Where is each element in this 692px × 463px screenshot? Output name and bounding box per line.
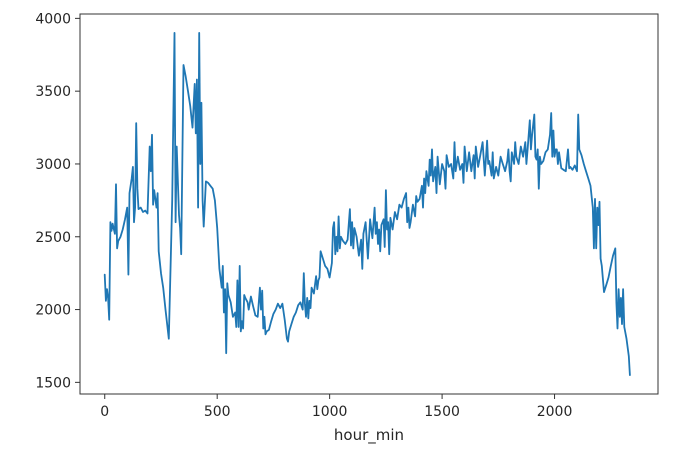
x-tick-label: 0: [100, 404, 109, 420]
x-tick-label: 500: [204, 404, 231, 420]
series-layer: [103, 32, 631, 376]
y-tick-label: 2500: [35, 230, 71, 246]
x-tick-label: 1000: [312, 404, 348, 420]
x-axis-label: hour_min: [334, 426, 404, 445]
x-tick-label: 1500: [424, 404, 460, 420]
x-tick-label: 2000: [537, 404, 573, 420]
x-axis: 0 500 1000 1500 2000: [100, 394, 572, 420]
y-tick-label: 2000: [35, 303, 71, 319]
series-line: [103, 32, 631, 376]
y-tick-label: 3500: [35, 84, 71, 100]
y-tick-label: 4000: [35, 11, 71, 27]
y-axis: 1500 2000 2500 3000 3500 4000: [35, 11, 80, 391]
plot-area-frame: [79, 13, 659, 395]
y-tick-label: 3000: [35, 157, 71, 173]
y-tick-label: 1500: [35, 375, 71, 391]
